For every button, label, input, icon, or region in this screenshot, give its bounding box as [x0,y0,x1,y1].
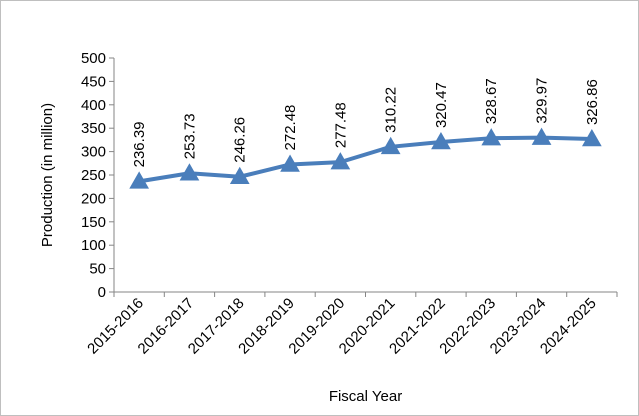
y-tick-label: 300 [81,144,106,161]
y-tick-label: 400 [81,97,106,114]
data-label: 277.48 [332,102,349,148]
y-tick-label: 350 [81,120,106,137]
x-axis-title: Fiscal Year [329,388,402,405]
data-label: 326.86 [584,79,601,125]
y-axis-ticks: 0 50 100 150 200 250 300 350 400 450 500 [81,50,114,301]
y-tick-label: 50 [89,261,106,278]
data-label: 253.73 [181,113,198,159]
data-label: 272.48 [282,105,299,151]
x-axis-ticks: 2015-20162016-20172017-20182018-20192019… [84,292,618,358]
data-point-marker [129,171,150,189]
y-tick-label: 500 [81,50,106,67]
data-label: 328.67 [483,78,500,124]
y-tick-label: 450 [81,73,106,90]
data-point-marker [179,163,200,181]
y-tick-label: 0 [98,284,106,301]
y-tick-label: 200 [81,190,106,207]
data-label: 320.47 [433,82,450,128]
y-tick-label: 250 [81,167,106,184]
data-label: 329.97 [534,78,551,124]
data-point-marker [280,154,300,172]
data-point-marker [481,128,502,146]
series-group [129,127,602,189]
data-point-marker [431,132,451,150]
data-point-marker [581,129,602,147]
series-line [137,135,594,184]
data-point-marker [531,127,552,145]
y-axis-title: Production (in million) [39,103,56,247]
data-point-marker [330,152,351,170]
data-point-marker [380,136,401,155]
data-label: 236.39 [131,121,148,167]
y-tick-label: 150 [81,214,106,231]
data-label: 246.26 [232,117,249,163]
data-label: 310.22 [383,87,400,133]
y-tick-label: 100 [81,237,106,254]
data-point-marker [229,166,250,185]
data-labels: 236.39 253.73 246.26 272.48 277.48 310.22 320.… [131,78,601,168]
